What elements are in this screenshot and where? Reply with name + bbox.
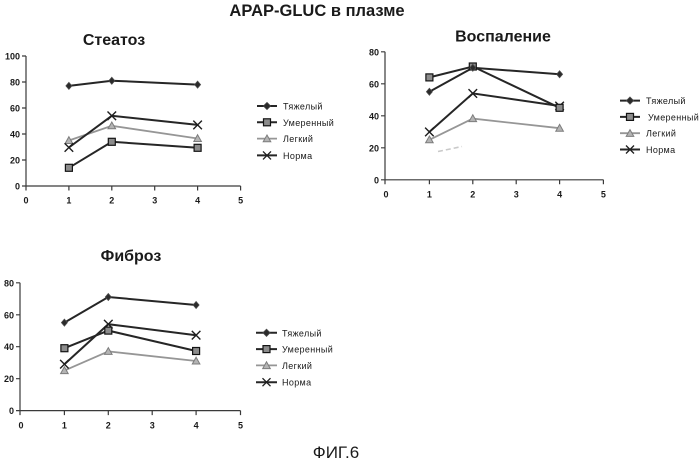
svg-text:80: 80 <box>369 47 379 57</box>
svg-text:40: 40 <box>4 342 14 352</box>
svg-text:0: 0 <box>374 175 379 185</box>
svg-text:Норма: Норма <box>646 145 675 155</box>
svg-text:Стеатоз: Стеатоз <box>83 32 145 49</box>
svg-text:5: 5 <box>238 421 243 431</box>
svg-text:1: 1 <box>66 196 71 206</box>
svg-text:Умеренный: Умеренный <box>282 345 333 355</box>
svg-text:5: 5 <box>238 196 243 206</box>
svg-text:3: 3 <box>514 190 519 200</box>
svg-text:4: 4 <box>195 196 200 206</box>
svg-text:40: 40 <box>369 111 379 121</box>
svg-text:Легкий: Легкий <box>282 361 312 371</box>
svg-text:80: 80 <box>4 278 14 288</box>
svg-text:0: 0 <box>383 190 388 200</box>
svg-text:Легкий: Легкий <box>646 129 676 139</box>
svg-text:Норма: Норма <box>282 378 311 388</box>
svg-text:APAP-GLUC в плазме: APAP-GLUC в плазме <box>229 2 404 20</box>
svg-text:1: 1 <box>62 421 67 431</box>
svg-text:20: 20 <box>10 156 20 166</box>
svg-text:60: 60 <box>10 104 20 114</box>
svg-text:0: 0 <box>9 406 14 416</box>
svg-text:Умеренный: Умеренный <box>648 112 699 122</box>
svg-text:100: 100 <box>5 52 20 62</box>
svg-text:20: 20 <box>369 143 379 153</box>
svg-text:3: 3 <box>150 421 155 431</box>
svg-text:0: 0 <box>18 421 23 431</box>
svg-text:Тяжелый: Тяжелый <box>646 96 686 106</box>
svg-text:40: 40 <box>10 130 20 140</box>
svg-text:2: 2 <box>470 190 475 200</box>
svg-text:4: 4 <box>557 190 562 200</box>
svg-text:0: 0 <box>23 196 28 206</box>
svg-text:Норма: Норма <box>283 151 312 161</box>
svg-text:Воспаление: Воспаление <box>455 29 551 46</box>
svg-text:60: 60 <box>369 79 379 89</box>
svg-text:Фиброз: Фиброз <box>101 248 162 265</box>
svg-text:Тяжелый: Тяжелый <box>283 102 323 112</box>
svg-text:4: 4 <box>194 421 199 431</box>
svg-text:3: 3 <box>152 196 157 206</box>
svg-text:2: 2 <box>109 196 114 206</box>
svg-text:2: 2 <box>106 421 111 431</box>
svg-text:ФИГ.6: ФИГ.6 <box>313 443 359 461</box>
svg-text:60: 60 <box>4 310 14 320</box>
svg-text:80: 80 <box>10 78 20 88</box>
svg-text:Тяжелый: Тяжелый <box>282 328 322 338</box>
svg-text:5: 5 <box>601 190 606 200</box>
svg-text:1: 1 <box>427 190 432 200</box>
svg-text:Умеренный: Умеренный <box>283 118 334 128</box>
svg-text:Легкий: Легкий <box>283 134 313 144</box>
svg-text:20: 20 <box>4 374 14 384</box>
svg-text:0: 0 <box>15 182 20 192</box>
